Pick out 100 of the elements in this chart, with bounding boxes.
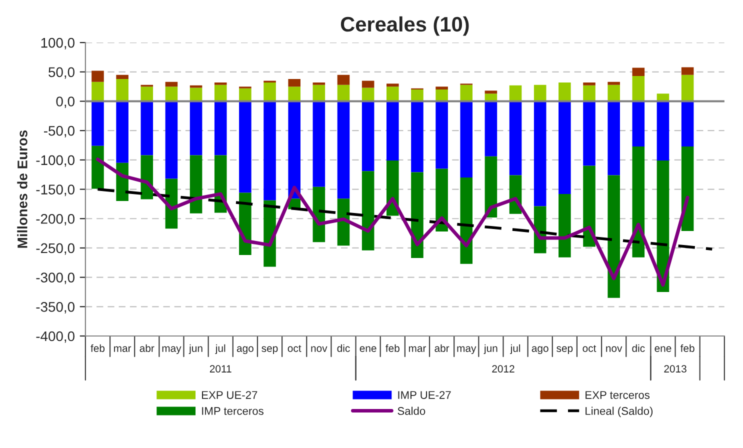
bar	[681, 67, 694, 75]
legend-label: Saldo	[398, 406, 426, 415]
bar	[312, 82, 326, 85]
y-tick-label: -300,0	[36, 272, 74, 284]
legend-label: Lineal (Saldo)	[586, 406, 653, 418]
legend-label: IMP terceros	[202, 407, 264, 415]
y-tick-label: -150,0	[36, 184, 74, 196]
x-tick-label: mar	[408, 346, 426, 352]
x-tick-label: sep	[556, 346, 573, 354]
bar	[558, 82, 571, 102]
bar	[656, 101, 670, 161]
bar	[288, 78, 300, 87]
bar	[239, 101, 252, 193]
bar	[484, 90, 498, 94]
x-tick-label: feb	[386, 344, 400, 352]
text: 2013	[664, 365, 686, 373]
bar	[264, 101, 276, 200]
bar	[288, 101, 300, 199]
legend-label: IMP UE-27	[398, 391, 451, 399]
bar	[190, 88, 202, 102]
y-tick-label: -350,0	[36, 302, 74, 314]
bar	[214, 101, 227, 156]
bar	[116, 74, 128, 79]
bar	[583, 166, 596, 247]
y-tick-label: -100,0	[36, 155, 74, 167]
x-tick-label: may	[457, 346, 476, 354]
bar	[337, 101, 350, 199]
x-tick-label: jul	[510, 344, 520, 354]
bar	[116, 78, 128, 102]
bar	[386, 84, 399, 87]
bar	[558, 194, 571, 258]
bar	[583, 85, 596, 102]
bar	[362, 88, 374, 102]
line-series	[96, 188, 714, 251]
x-tick-label: jun	[188, 344, 202, 354]
bar	[411, 172, 424, 258]
bar	[386, 101, 399, 161]
bar	[140, 101, 154, 156]
bar	[583, 101, 596, 166]
x-tick-label: jun	[484, 344, 498, 354]
y-tick-label: -200,0	[36, 214, 74, 226]
bar	[190, 155, 202, 214]
line-series	[96, 158, 690, 287]
y-tick-label: 0,0	[56, 96, 74, 108]
bar	[608, 101, 620, 176]
bar	[681, 101, 694, 146]
bar	[534, 101, 546, 206]
x-tick-label: ene	[360, 346, 376, 352]
bar	[337, 74, 350, 85]
x-tick-label: nov	[606, 346, 622, 352]
bar	[436, 168, 448, 232]
bar	[460, 101, 473, 178]
y-tick-label: 100,0	[41, 38, 74, 50]
bar	[92, 146, 104, 189]
bar	[165, 101, 178, 179]
bar	[558, 101, 571, 194]
x-tick-label: dic	[632, 344, 645, 352]
bar	[608, 175, 620, 298]
bar	[608, 84, 620, 102]
x-tick-label: oct	[288, 345, 302, 352]
text: 2011	[210, 365, 232, 373]
bar	[632, 68, 645, 76]
bar	[436, 90, 448, 102]
x-tick-label: abr	[434, 344, 450, 352]
x-tick-label: may	[162, 346, 182, 354]
bar	[165, 86, 178, 102]
y-tick-label: -250,0	[36, 243, 74, 255]
bar	[214, 82, 227, 85]
x-tick-label: feb	[680, 344, 694, 352]
bar	[632, 76, 645, 102]
x-tick-label: dic	[337, 344, 350, 352]
x-tick-label: jul	[215, 344, 226, 354]
bar	[92, 82, 104, 102]
bar	[411, 90, 424, 102]
bar	[239, 88, 252, 102]
text: 2012	[492, 365, 514, 373]
x-tick-label: ene	[654, 346, 672, 352]
bar	[484, 156, 498, 218]
x-tick-label: ago	[532, 346, 548, 354]
bar	[436, 101, 448, 169]
bar	[165, 82, 178, 87]
bar	[436, 86, 448, 90]
bar	[190, 101, 202, 156]
y-axis-title: Millones de Euros	[17, 130, 28, 248]
bar	[608, 82, 620, 85]
x-tick-label: mar	[114, 346, 132, 352]
bar	[411, 101, 424, 172]
bar	[460, 84, 473, 102]
legend-label: EXP terceros	[586, 391, 650, 399]
bar	[214, 84, 227, 102]
bar	[632, 101, 645, 146]
bar	[140, 86, 154, 102]
bar	[681, 74, 694, 102]
bar	[509, 101, 522, 176]
x-tick-label: sep	[262, 346, 278, 354]
y-tick-label: 50,0	[48, 67, 74, 79]
y-tick-label: -50,0	[44, 126, 74, 138]
bar	[681, 146, 694, 231]
x-tick-label: nov	[311, 346, 328, 352]
bar	[92, 70, 104, 82]
